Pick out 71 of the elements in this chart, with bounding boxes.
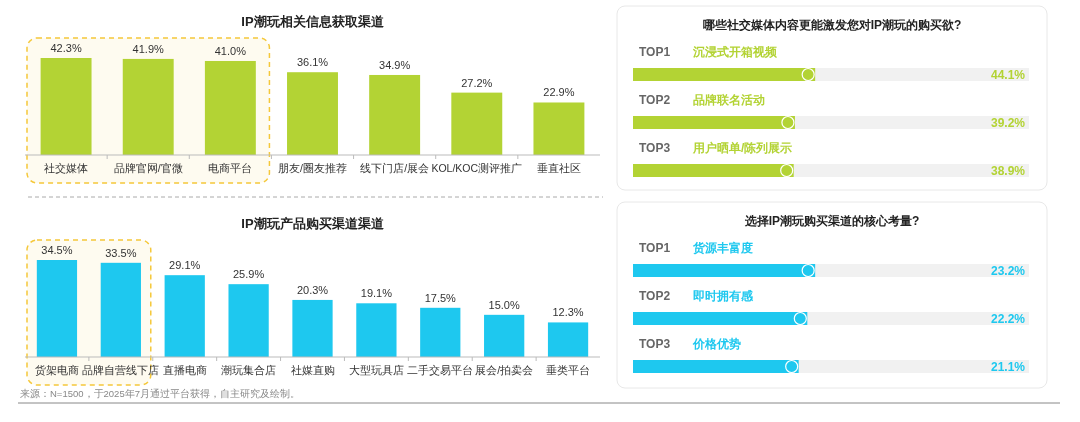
bar [533, 102, 585, 155]
y-tick-label: 品牌联名活动 [693, 93, 765, 107]
x-tick-label: 大型玩具店 [348, 364, 404, 376]
data-label: 34.9% [379, 58, 411, 71]
bar [100, 262, 141, 357]
bar [484, 314, 525, 357]
bar [547, 322, 589, 357]
bar [287, 72, 338, 155]
x-tick-label: 展会/拍卖会 [475, 364, 534, 376]
bar [420, 307, 461, 357]
annotation: TOP3 [639, 337, 671, 351]
data-label: 22.2% [990, 312, 1026, 326]
x-tick-label: 社媒直购 [290, 364, 335, 376]
data-label: 29.1% [169, 259, 201, 272]
data-label: 25.9% [233, 268, 265, 281]
bar [164, 275, 205, 357]
y-tick-label: 货源丰富度 [692, 241, 753, 255]
data-label: 17.5% [424, 291, 457, 304]
data-label: 38.9% [990, 164, 1026, 178]
data-label: 15.0% [488, 298, 520, 311]
annotation: TOP2 [639, 289, 671, 303]
annotation: TOP2 [639, 93, 671, 107]
x-tick-label: 直播电商 [162, 364, 207, 376]
chart-title: 哪些社交媒体内容更能激发您对IP潮玩的购买欲? [702, 18, 962, 32]
data-label: 23.2% [990, 264, 1026, 278]
data-label: 12.3% [552, 306, 584, 319]
y-tick-label: 沉浸式开箱视频 [692, 45, 778, 59]
data-label: 41.0% [214, 44, 247, 57]
annotation: TOP3 [639, 141, 671, 155]
data-label: 41.9% [132, 42, 165, 55]
bar [122, 58, 174, 155]
data-label: 27.2% [461, 76, 493, 89]
data-label: 20.3% [296, 283, 329, 296]
x-tick-label: 品牌自营线下店 [82, 364, 160, 376]
y-tick-label: 即时拥有感 [693, 289, 754, 303]
x-tick-label: 电商平台 [208, 162, 253, 174]
data-label: 19.1% [360, 287, 393, 300]
x-tick-label: 品牌官网/官微 [113, 162, 183, 174]
bar [451, 92, 503, 155]
data-label: 39.2% [990, 116, 1026, 130]
chart-title: IP潮玩产品购买渠道渠道 [241, 216, 385, 231]
bar [204, 60, 256, 155]
bar [356, 303, 397, 357]
annotation: TOP1 [639, 45, 671, 59]
source-note: 来源：N=1500，于2025年7月通过平台获得，自主研究及绘制。 [20, 388, 300, 399]
bar [40, 58, 92, 155]
chart-title: IP潮玩相关信息获取渠道 [241, 14, 385, 29]
y-tick-label: 价格优势 [692, 337, 741, 351]
data-label: 42.3% [50, 42, 82, 54]
data-label: 22.9% [543, 86, 575, 99]
bar [36, 260, 78, 357]
x-tick-label: 垂直社区 [536, 162, 581, 174]
x-tick-label: 潮玩集合店 [221, 364, 277, 376]
x-tick-label: 朋友/圈友推荐 [278, 162, 347, 174]
data-label: 44.1% [990, 68, 1026, 82]
x-tick-label: 社交媒体 [44, 162, 89, 174]
x-tick-label: KOL/KOC测评推广 [431, 162, 523, 174]
bar [369, 74, 421, 155]
data-label: 36.1% [296, 56, 329, 69]
x-tick-label: 二手交易平台 [407, 364, 474, 376]
x-tick-label: 线下门店/展会 [360, 162, 430, 174]
annotation: TOP1 [639, 241, 671, 255]
y-tick-label: 用户晒单/陈列展示 [692, 141, 793, 155]
x-tick-label: 货架电商 [34, 364, 79, 376]
data-label: 33.5% [105, 246, 137, 259]
x-tick-label: 垂类平台 [546, 364, 591, 376]
data-label: 34.5% [41, 244, 73, 256]
data-label: 21.1% [990, 360, 1026, 374]
chart-title: 选择IP潮玩购买渠道的核心考量? [743, 214, 920, 228]
bar [228, 284, 269, 357]
bar [292, 299, 333, 357]
